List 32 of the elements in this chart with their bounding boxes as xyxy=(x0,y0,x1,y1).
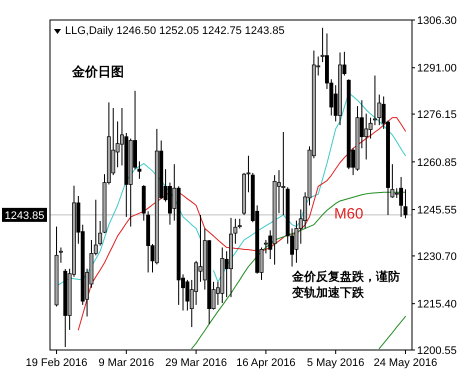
y-tick-label: 1230.70 xyxy=(417,250,457,263)
text: 金价日图 xyxy=(71,64,124,79)
x-tick-label: 19 Feb 2016 xyxy=(26,357,88,369)
candlestick xyxy=(137,160,142,180)
candlestick xyxy=(368,117,373,140)
line-series xyxy=(378,316,406,350)
candlestick xyxy=(364,113,368,160)
chart-subtitle: LLG,Daily 1246.50 1252.05 1242.75 1243.85 xyxy=(65,25,285,37)
y-tick-label: 1200.55 xyxy=(417,345,457,357)
y-tick-label: 1291.00 xyxy=(417,62,457,75)
x-tick-label: 9 Mar 2016 xyxy=(98,357,154,369)
y-tick-label: 1276.15 xyxy=(417,109,457,122)
candlestick xyxy=(294,220,298,264)
candlestick xyxy=(233,218,238,244)
candlestick xyxy=(372,75,377,126)
annotation: 金价反复盘跌，谨防变轨加速下跌 xyxy=(291,270,400,300)
x-tick-label: 5 May 2016 xyxy=(306,357,364,369)
candlestick xyxy=(264,240,268,254)
candlestick xyxy=(399,176,404,218)
x-tick-label: 16 Apr 2016 xyxy=(236,357,296,369)
ref-line-label: 1243.85 xyxy=(4,210,44,222)
candlestick xyxy=(390,164,394,198)
candlestick xyxy=(404,188,408,219)
candlestick xyxy=(58,246,63,264)
y-tick-label: 1306.30 xyxy=(417,15,457,27)
y-tick-label: 1215.40 xyxy=(417,298,457,311)
series-label: M60 xyxy=(334,205,364,222)
y-tick-label: 1245.55 xyxy=(417,204,457,217)
candlestick xyxy=(377,94,382,126)
x-tick-label: 24 May 2016 xyxy=(374,357,438,369)
x-tick-label: 29 Mar 2016 xyxy=(165,357,227,369)
y-tick-label: 1260.85 xyxy=(417,156,457,169)
